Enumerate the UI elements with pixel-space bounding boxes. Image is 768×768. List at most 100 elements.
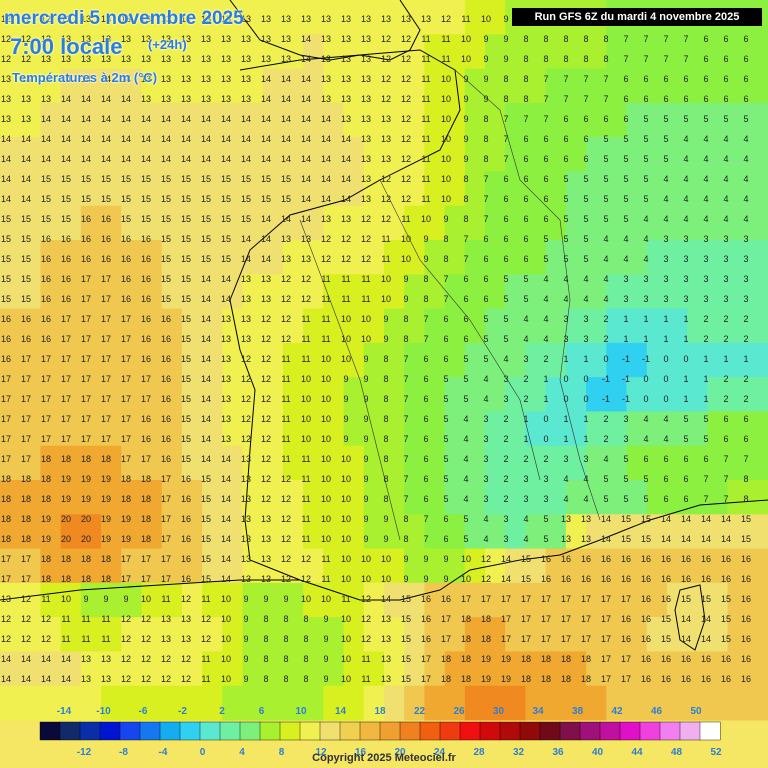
temperature-cell [0, 205, 21, 241]
temperature-cell [343, 68, 365, 104]
temperature-value: 14 [161, 134, 171, 144]
temperature-value: 17 [421, 654, 431, 664]
temperature-cell [303, 274, 324, 310]
temperature-cell [586, 342, 607, 378]
temperature-value: 15 [741, 534, 751, 544]
temperature-value: 7 [403, 394, 408, 404]
temperature-value: 8 [603, 54, 608, 64]
temperature-value: 14 [121, 74, 131, 84]
temperature-cell [282, 68, 304, 104]
temperature-value: 3 [663, 294, 668, 304]
temperature-cell [363, 342, 385, 378]
temperature-value: 10 [381, 294, 391, 304]
temperature-cell [121, 102, 142, 138]
temperature-value: 12 [281, 274, 291, 284]
temperature-value: 6 [723, 434, 728, 444]
temperature-value: 17 [21, 394, 31, 404]
temperature-value: 14 [21, 134, 31, 144]
temperature-value: 15 [241, 214, 251, 224]
temperature-cell [363, 274, 385, 310]
temperature-value: 16 [741, 614, 751, 624]
temperature-cell [161, 548, 183, 584]
temperature-cell [121, 548, 142, 584]
temperature-cell [727, 68, 749, 104]
temperature-value: 17 [1, 414, 11, 424]
temperature-value: 10 [341, 514, 351, 524]
temperature-value: 13 [241, 534, 251, 544]
temperature-value: 13 [221, 14, 231, 24]
temperature-value: 16 [21, 334, 31, 344]
temperature-cell [485, 240, 506, 275]
temperature-cell [40, 445, 62, 481]
temperature-value: 14 [1, 674, 11, 684]
temperature-value: 14 [301, 114, 311, 124]
temperature-cell [40, 274, 62, 310]
temperature-value: 5 [603, 214, 608, 224]
temperature-value: 15 [641, 534, 651, 544]
temperature-value: 11 [281, 434, 290, 444]
temperature-cell [40, 548, 62, 584]
temperature-value: 14 [341, 134, 351, 144]
temperature-value: 12 [361, 614, 371, 624]
temperature-cell [565, 34, 587, 70]
temperature-value: 17 [601, 634, 611, 644]
temperature-cell [464, 514, 486, 550]
temperature-value: 7 [603, 74, 608, 84]
temperature-cell [565, 514, 587, 550]
temperature-value: 6 [543, 154, 548, 164]
temperature-value: 14 [61, 674, 71, 684]
temperature-cell [646, 342, 668, 378]
temperature-value: 13 [141, 94, 151, 104]
temperature-cell [60, 34, 82, 70]
temperature-cell [80, 617, 102, 652]
temperature-cell [565, 445, 587, 481]
temperature-cell [40, 34, 62, 70]
temperature-value: 18 [41, 494, 51, 504]
forecast-time: 7:00 locale [10, 34, 123, 59]
temperature-cell [121, 617, 142, 652]
temperature-value: 13 [341, 94, 351, 104]
temperature-cell [222, 171, 244, 207]
temperature-value: 7 [423, 514, 428, 524]
temperature-value: 3 [743, 274, 748, 284]
temperature-value: 9 [483, 34, 488, 44]
temperature-value: 4 [703, 154, 708, 164]
temperature-value: 10 [441, 94, 451, 104]
temperature-cell [626, 548, 648, 584]
temperature-value: 14 [201, 114, 211, 124]
temperature-value: 13 [241, 294, 251, 304]
temperature-value: 8 [463, 214, 468, 224]
temperature-value: 7 [683, 34, 688, 44]
temperature-cell [424, 480, 446, 515]
temperature-cell [747, 34, 768, 70]
temperature-cell [404, 377, 425, 412]
temperature-value: 8 [583, 54, 588, 64]
temperature-value: 4 [643, 414, 648, 424]
temperature-value: 13 [241, 54, 251, 64]
temperature-value: 3 [483, 434, 488, 444]
temperature-value: 14 [241, 114, 251, 124]
temperature-cell [282, 548, 304, 584]
temperature-value: 3 [563, 334, 568, 344]
temperature-cell [323, 34, 345, 70]
temperature-value: 3 [743, 234, 748, 244]
temperature-value: 13 [361, 74, 371, 84]
temperature-cell [606, 685, 628, 721]
temperature-value: 18 [461, 614, 471, 624]
temperature-value: 9 [363, 454, 368, 464]
temperature-value: 17 [81, 374, 91, 384]
temperature-cell [727, 274, 749, 310]
temperature-cell [384, 342, 405, 378]
temperature-value: 6 [703, 74, 708, 84]
temperature-value: 4 [683, 174, 688, 184]
temperature-cell [464, 480, 486, 515]
temperature-value: 4 [743, 174, 748, 184]
temperature-cell [687, 480, 708, 515]
temperature-value: 13 [381, 154, 391, 164]
temperature-value: 10 [441, 74, 451, 84]
temperature-cell [282, 274, 304, 310]
temperature-cell [0, 514, 21, 550]
temperature-cell [707, 377, 729, 412]
temperature-value: 16 [701, 654, 711, 664]
temperature-value: 12 [1, 14, 11, 24]
